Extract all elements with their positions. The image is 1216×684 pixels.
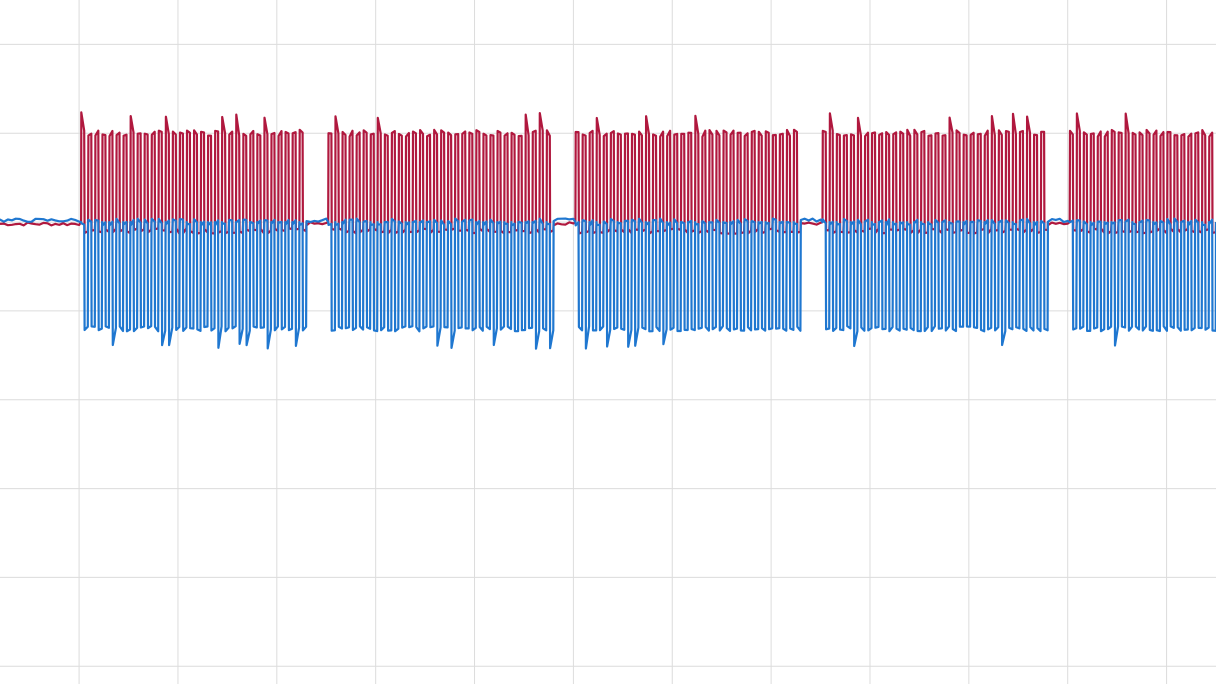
series-line-0 — [0, 111, 1216, 235]
series-line-1 — [0, 217, 1216, 350]
series-layer — [0, 111, 1216, 350]
